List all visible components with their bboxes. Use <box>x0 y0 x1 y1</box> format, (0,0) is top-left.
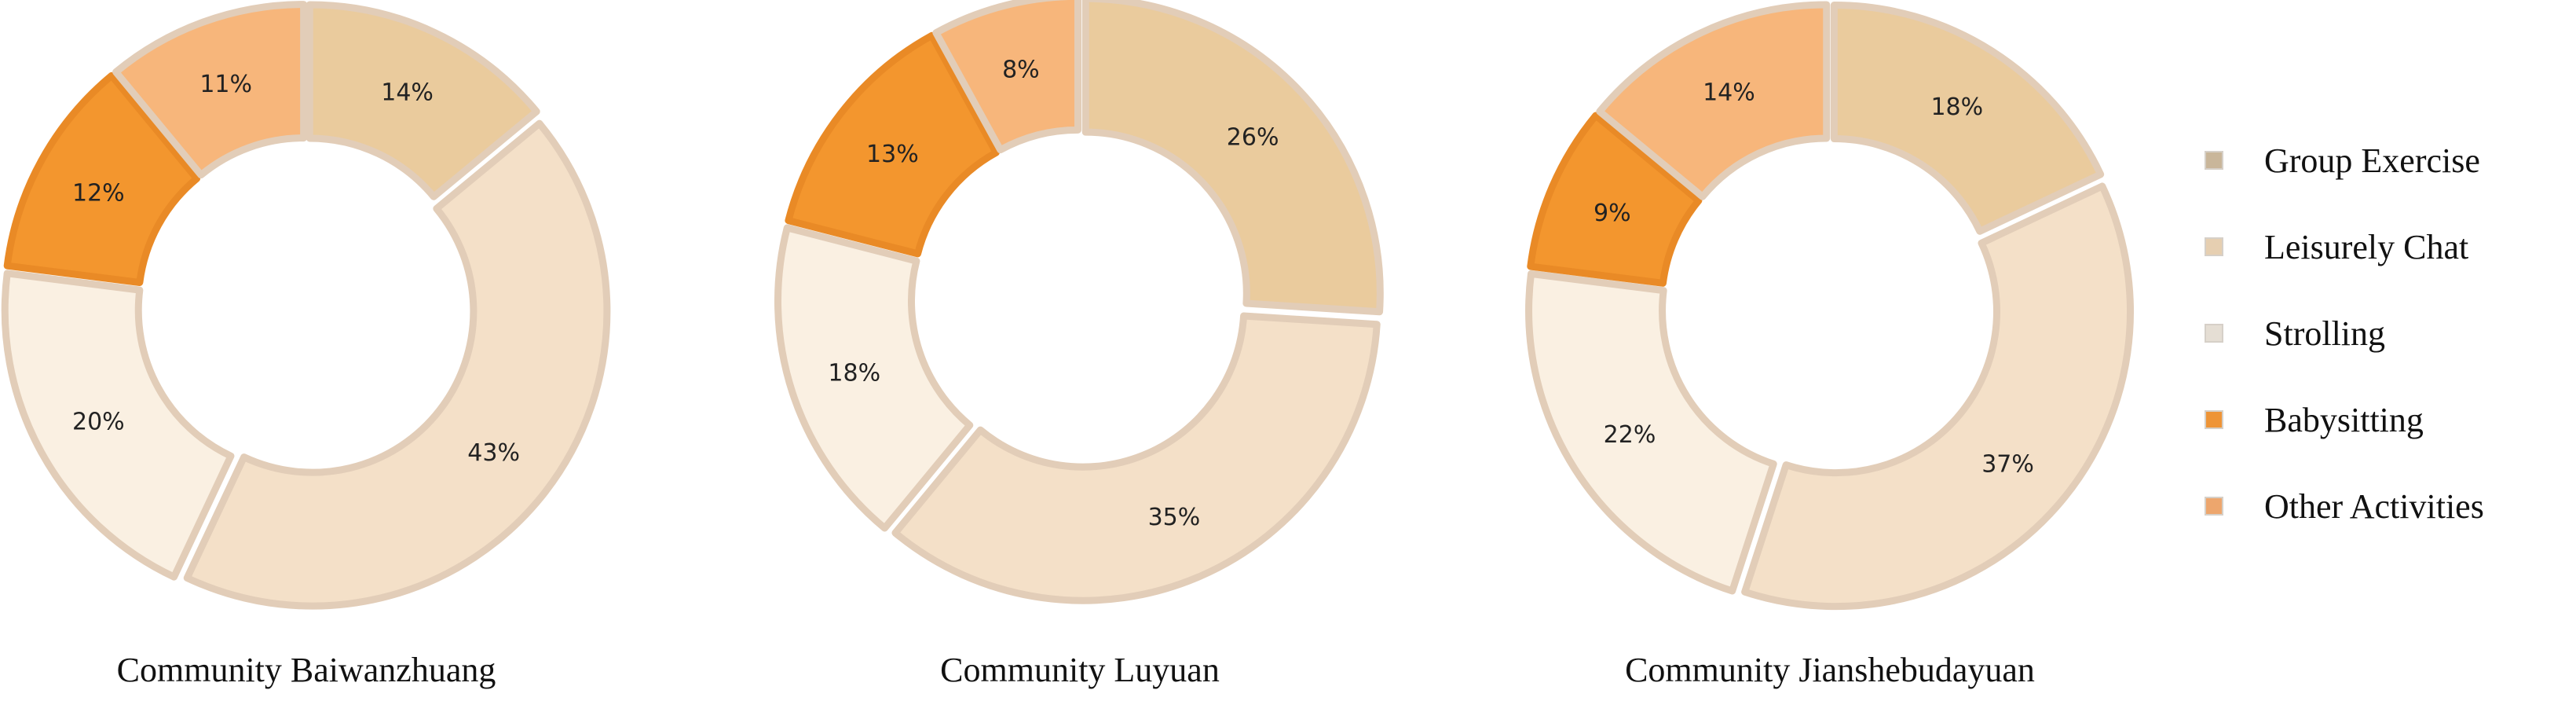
legend-label: Strolling <box>2264 314 2385 353</box>
legend-item-leisurely-chat: Leisurely Chat <box>2205 228 2468 266</box>
legend-swatch <box>2205 410 2223 429</box>
slice-babysitting <box>3 72 201 286</box>
slice-label-group-exercise: 18% <box>1930 94 1983 121</box>
legend-item-babysitting: Babysitting <box>2205 401 2424 439</box>
donut-chart-community-luyuan: 26% 35% 18% 13% 8% Community Luyuan <box>774 0 1384 689</box>
legend-item-group-exercise: Group Exercise <box>2205 141 2480 180</box>
slice-strolling <box>1 270 235 581</box>
slice-other-activities <box>112 1 308 179</box>
legend-label: Babysitting <box>2264 401 2424 439</box>
slice-leisurely-chat <box>891 312 1381 604</box>
slice-label-babysitting: 9% <box>1594 200 1631 227</box>
slice-group-exercise <box>1081 0 1384 316</box>
slice-other-activities <box>932 0 1082 154</box>
slice-label-other-activities: 11% <box>199 71 252 98</box>
slice-label-leisurely-chat: 35% <box>1148 504 1201 531</box>
slice-leisurely-chat <box>1741 182 2134 611</box>
slice-babysitting <box>1527 112 1703 287</box>
slice-label-babysitting: 13% <box>866 141 919 168</box>
chart-title: Community Luyuan <box>940 651 1220 689</box>
legend-swatch <box>2205 237 2223 256</box>
slice-label-other-activities: 8% <box>1002 56 1040 83</box>
legend-swatch <box>2205 151 2223 170</box>
slice-strolling <box>1525 270 1777 595</box>
legend-label: Other Activities <box>2264 487 2484 526</box>
slice-label-leisurely-chat: 43% <box>467 439 520 467</box>
slice-label-strolling: 18% <box>828 359 880 387</box>
slice-leisurely-chat <box>183 119 611 610</box>
slice-babysitting <box>785 31 1000 258</box>
slice-label-group-exercise: 14% <box>381 79 434 107</box>
slice-label-leisurely-chat: 37% <box>1981 451 2034 479</box>
donut-chart-community-baiwanzhuang: 14% 43% 20% 12% 11% Community Baiwanzhuang <box>1 1 611 689</box>
slice-group-exercise <box>1830 2 2105 235</box>
legend-label: Group Exercise <box>2264 141 2480 180</box>
legend-label: Leisurely Chat <box>2264 228 2468 266</box>
legend-item-strolling: Strolling <box>2205 314 2385 353</box>
legend-item-other-activities: Other Activities <box>2205 487 2484 526</box>
slice-other-activities <box>1596 1 1831 200</box>
donut-charts: 14% 43% 20% 12% 11% Community Baiwanzhuang 26%… <box>1 0 2134 689</box>
slice-label-other-activities: 14% <box>1703 79 1755 107</box>
legend-swatch <box>2205 497 2223 516</box>
donut-chart-community-jianshebudayuan: 18% 37% 22% 9% 14% Community Jianshebudayuan <box>1525 1 2134 689</box>
chart-title: Community Jianshebudayuan <box>1625 651 2035 689</box>
slice-strolling <box>774 224 974 532</box>
slice-group-exercise <box>306 1 540 200</box>
chart-title: Community Baiwanzhuang <box>117 651 496 689</box>
slice-label-strolling: 20% <box>72 408 125 435</box>
legend-swatch <box>2205 324 2223 343</box>
slice-label-strolling: 22% <box>1604 421 1656 449</box>
legend: Group Exercise Leisurely Chat Strolling Bab… <box>2205 141 2484 526</box>
slice-label-group-exercise: 26% <box>1227 123 1279 151</box>
slice-label-babysitting: 12% <box>72 180 125 207</box>
